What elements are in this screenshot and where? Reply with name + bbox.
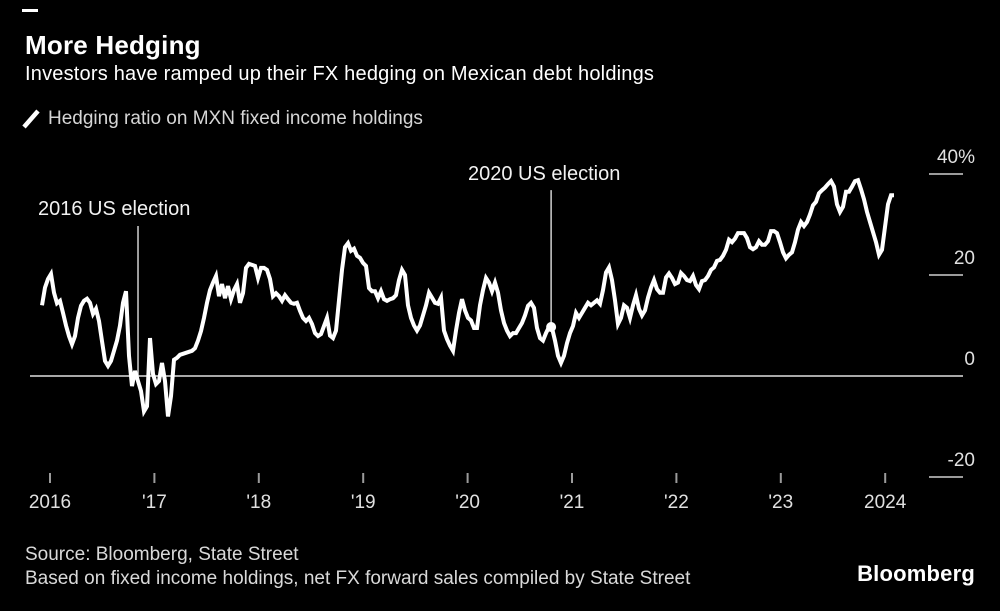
y-axis-label-20: 20	[954, 248, 975, 269]
x-axis-label-2016: 2016	[29, 492, 71, 513]
y-axis-label--20: -20	[948, 450, 975, 471]
hedging-ratio-line	[40, 177, 894, 418]
x-axis-label-2018: '18	[246, 492, 271, 513]
chart-subtitle: Investors have ramped up their FX hedgin…	[25, 63, 655, 85]
y-axis-label-0: 0	[964, 349, 975, 370]
annotation-2020-election: 2020 US election	[468, 163, 621, 185]
source-note: Source: Bloomberg, State Street	[25, 544, 299, 565]
x-axis-label-2022: '22	[664, 492, 689, 513]
line-series-icon	[22, 109, 40, 129]
x-axis-label-2020: '20	[455, 492, 480, 513]
x-axis-label-2021: '21	[560, 492, 585, 513]
chart-title: More Hedging	[25, 30, 201, 60]
x-axis-label-2024: 2024	[864, 492, 907, 513]
legend-label: Hedging ratio on MXN fixed income holdin…	[48, 108, 423, 129]
x-axis-label-2017: '17	[142, 492, 167, 513]
header-dash	[22, 9, 38, 12]
x-axis-label-2019: '19	[351, 492, 376, 513]
y-axis-label-40: 40%	[937, 147, 975, 168]
bloomberg-logo: Bloomberg	[857, 561, 975, 586]
methodology-note: Based on fixed income holdings, net FX f…	[25, 568, 691, 589]
annotation-2016-election: 2016 US election	[38, 198, 191, 220]
footer: Source: Bloomberg, State Street Based on…	[25, 543, 690, 591]
legend: Hedging ratio on MXN fixed income holdin…	[22, 108, 423, 130]
x-axis-label-2023: '23	[768, 492, 793, 513]
